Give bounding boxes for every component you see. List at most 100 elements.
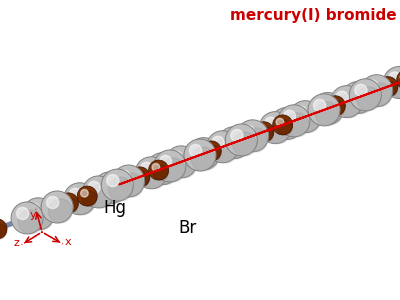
Circle shape bbox=[378, 76, 398, 97]
Circle shape bbox=[30, 206, 54, 230]
Circle shape bbox=[355, 84, 367, 96]
Circle shape bbox=[285, 113, 309, 137]
Circle shape bbox=[223, 132, 236, 144]
Circle shape bbox=[349, 79, 381, 111]
Circle shape bbox=[112, 165, 144, 197]
Circle shape bbox=[149, 160, 169, 180]
Circle shape bbox=[338, 94, 362, 118]
Circle shape bbox=[314, 99, 326, 112]
Circle shape bbox=[99, 177, 111, 189]
Circle shape bbox=[71, 191, 95, 215]
Circle shape bbox=[159, 155, 172, 167]
Circle shape bbox=[397, 70, 400, 90]
Circle shape bbox=[195, 146, 219, 170]
Circle shape bbox=[18, 210, 42, 234]
Circle shape bbox=[266, 120, 290, 144]
Circle shape bbox=[48, 199, 72, 223]
Circle shape bbox=[135, 157, 167, 189]
Circle shape bbox=[273, 115, 293, 135]
Circle shape bbox=[315, 102, 339, 126]
Circle shape bbox=[134, 172, 149, 187]
Circle shape bbox=[94, 172, 126, 204]
Circle shape bbox=[187, 153, 202, 168]
Circle shape bbox=[77, 186, 97, 206]
Circle shape bbox=[361, 75, 393, 107]
Circle shape bbox=[225, 124, 257, 156]
Circle shape bbox=[101, 180, 125, 204]
Circle shape bbox=[142, 165, 166, 189]
Circle shape bbox=[382, 82, 398, 97]
Circle shape bbox=[231, 129, 243, 142]
Circle shape bbox=[329, 99, 336, 107]
Circle shape bbox=[206, 146, 221, 161]
Circle shape bbox=[191, 147, 215, 171]
Circle shape bbox=[184, 139, 216, 171]
Circle shape bbox=[0, 224, 6, 239]
Circle shape bbox=[206, 131, 238, 163]
Circle shape bbox=[359, 83, 379, 103]
Circle shape bbox=[235, 129, 255, 148]
Circle shape bbox=[254, 122, 274, 142]
Circle shape bbox=[28, 203, 40, 215]
Circle shape bbox=[278, 105, 310, 137]
Circle shape bbox=[311, 108, 326, 123]
Circle shape bbox=[82, 191, 97, 206]
Circle shape bbox=[190, 144, 202, 157]
Circle shape bbox=[284, 110, 296, 122]
Circle shape bbox=[240, 134, 255, 148]
Circle shape bbox=[154, 150, 186, 182]
Circle shape bbox=[342, 82, 374, 113]
Circle shape bbox=[225, 135, 249, 159]
Circle shape bbox=[330, 85, 362, 118]
Circle shape bbox=[182, 148, 202, 168]
Circle shape bbox=[364, 88, 379, 104]
Circle shape bbox=[120, 173, 144, 197]
Circle shape bbox=[214, 139, 238, 163]
Circle shape bbox=[238, 132, 246, 140]
Circle shape bbox=[212, 136, 224, 148]
Circle shape bbox=[276, 118, 284, 126]
Circle shape bbox=[383, 67, 400, 98]
Circle shape bbox=[258, 127, 273, 142]
Circle shape bbox=[336, 91, 348, 103]
Circle shape bbox=[171, 151, 183, 164]
Circle shape bbox=[146, 153, 178, 185]
Circle shape bbox=[306, 103, 326, 123]
Text: Br: Br bbox=[178, 219, 196, 237]
Text: mercury(I) bromide: mercury(I) bromide bbox=[230, 8, 397, 23]
Circle shape bbox=[153, 165, 168, 180]
Circle shape bbox=[232, 132, 256, 156]
Circle shape bbox=[62, 196, 70, 204]
Circle shape bbox=[81, 189, 88, 197]
Circle shape bbox=[186, 151, 194, 159]
Circle shape bbox=[265, 117, 277, 129]
Circle shape bbox=[257, 125, 265, 133]
Circle shape bbox=[347, 87, 360, 99]
Circle shape bbox=[152, 164, 160, 171]
Circle shape bbox=[276, 113, 288, 125]
Circle shape bbox=[366, 80, 378, 92]
Circle shape bbox=[317, 98, 329, 110]
Circle shape bbox=[308, 94, 340, 126]
Circle shape bbox=[325, 96, 345, 116]
Circle shape bbox=[140, 162, 153, 174]
Circle shape bbox=[310, 106, 318, 114]
Circle shape bbox=[312, 92, 344, 124]
Circle shape bbox=[218, 127, 250, 159]
Circle shape bbox=[201, 141, 221, 161]
Circle shape bbox=[319, 100, 343, 124]
Circle shape bbox=[289, 101, 321, 133]
Circle shape bbox=[64, 183, 96, 215]
Circle shape bbox=[41, 191, 73, 223]
Circle shape bbox=[278, 116, 302, 140]
Circle shape bbox=[58, 193, 78, 213]
Circle shape bbox=[161, 158, 185, 182]
Circle shape bbox=[362, 87, 370, 94]
Circle shape bbox=[242, 125, 254, 137]
Circle shape bbox=[152, 158, 164, 170]
Circle shape bbox=[69, 188, 81, 200]
Circle shape bbox=[193, 143, 205, 155]
Circle shape bbox=[296, 109, 320, 133]
Circle shape bbox=[116, 179, 130, 194]
Circle shape bbox=[82, 176, 114, 208]
